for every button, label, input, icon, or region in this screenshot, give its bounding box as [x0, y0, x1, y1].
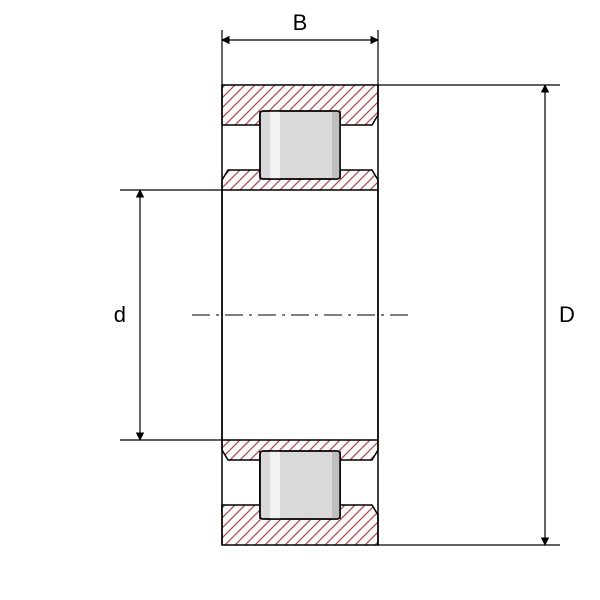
bearing-cross-section-diagram: Bd D — [0, 0, 600, 600]
dim-label-d: d — [114, 302, 126, 327]
dim-label-D: D — [559, 302, 575, 327]
dim-label-B: B — [293, 10, 308, 35]
